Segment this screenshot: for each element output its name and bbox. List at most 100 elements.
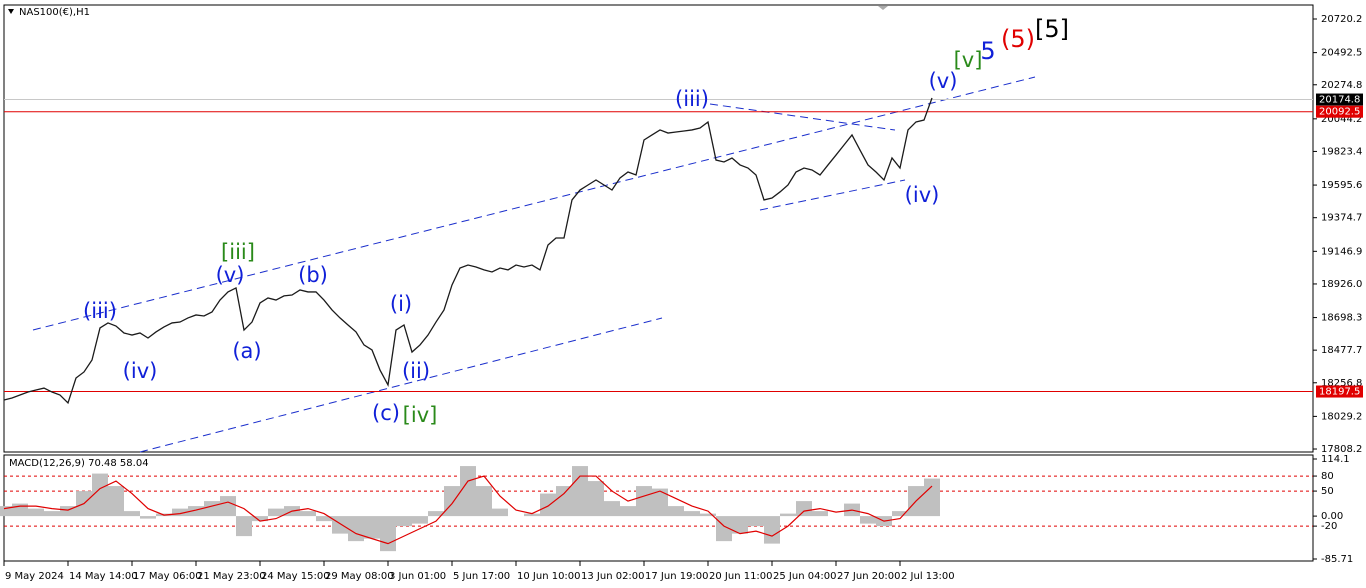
macd-bar <box>492 508 508 517</box>
macd-bar <box>588 481 604 517</box>
macd-bar <box>108 486 124 517</box>
y-tick-label: 18926.0 <box>1321 279 1362 290</box>
macd-bar <box>604 501 620 517</box>
macd-bar <box>348 516 364 542</box>
wave-label: (b) <box>298 263 328 287</box>
macd-bar <box>124 511 140 517</box>
macd-bar <box>316 516 332 522</box>
y-tick-label: 19374.7 <box>1321 213 1362 224</box>
macd-bar <box>796 501 812 517</box>
signal-line <box>3 475 933 545</box>
y-tick-label: 18477.7 <box>1321 345 1362 356</box>
macd-bar <box>476 486 492 517</box>
price-box <box>1316 105 1363 118</box>
y-tick-label: 19146.9 <box>1321 246 1362 257</box>
macd-bar <box>252 516 268 522</box>
y-tick-label: -85.71 <box>1321 554 1353 565</box>
macd-bar <box>892 511 908 517</box>
macd-bar <box>428 511 444 517</box>
macd-bar <box>524 513 540 517</box>
macd-bar <box>268 508 284 517</box>
wave-label: (c) <box>372 401 400 425</box>
macd-bar <box>812 511 828 517</box>
x-tick-label: 3 Jun 01:00 <box>389 571 446 582</box>
macd-bar <box>28 508 44 517</box>
x-tick-label: 21 May 23:00 <box>197 571 266 582</box>
macd-bar <box>748 516 764 527</box>
y-tick-label: 19595.6 <box>1321 180 1362 191</box>
macd-bar <box>396 516 412 527</box>
macd-bar <box>684 511 700 517</box>
wave-label: (iii) <box>675 87 709 111</box>
macd-bar <box>860 516 876 524</box>
y-tick-label: 114.1 <box>1321 454 1350 465</box>
x-tick-label: 25 Jun 04:00 <box>773 571 837 582</box>
x-tick-label: 13 Jun 02:00 <box>581 571 645 582</box>
wave-label: [5] <box>1035 15 1069 43</box>
macd-bar <box>332 516 348 534</box>
macd-bar <box>236 516 252 537</box>
y-tick-label: 20274.8 <box>1321 80 1362 91</box>
price-box <box>1316 385 1363 398</box>
macd-bar <box>668 506 684 517</box>
y-tick-label: 20492.5 <box>1321 48 1362 59</box>
x-tick-label: 14 May 14:00 <box>69 571 138 582</box>
trend-line <box>759 179 906 211</box>
price-box <box>1316 93 1363 106</box>
y-tick-label: 17808.2 <box>1321 444 1362 455</box>
macd-bar <box>364 516 380 539</box>
wave-label: (v) <box>929 69 958 93</box>
wave-label: (i) <box>390 292 412 316</box>
macd-bar <box>732 516 748 534</box>
macd-bar <box>380 516 396 552</box>
macd-bar <box>44 511 60 517</box>
price-box-label: 20174.8 <box>1319 95 1360 106</box>
menu-arrow <box>8 9 14 14</box>
scroll-marker <box>878 6 888 10</box>
y-tick-label: 20044.2 <box>1321 114 1362 125</box>
macd-title: MACD(12,26,9) 70.48 58.04 <box>9 458 149 469</box>
macd-bar <box>636 486 652 517</box>
price-panel <box>3 4 1314 453</box>
wave-label: (v) <box>216 263 245 287</box>
y-tick-label: 0.00 <box>1321 511 1343 522</box>
x-tick-label: 20 Jun 11:00 <box>709 571 773 582</box>
macd-bar <box>572 466 588 517</box>
x-tick-label: 27 Jun 20:00 <box>837 571 901 582</box>
price-box-label: 20092.5 <box>1319 107 1360 118</box>
y-tick-label: 18256.8 <box>1321 378 1362 389</box>
price-box-label: 18197.5 <box>1319 387 1360 398</box>
price-line <box>3 97 933 405</box>
y-tick-label: 50 <box>1321 486 1334 497</box>
y-tick-label: -20 <box>1321 521 1337 532</box>
macd-bar <box>764 516 780 544</box>
macd-bar <box>412 516 428 524</box>
macd-bar <box>12 503 28 517</box>
channel-lower <box>139 317 663 453</box>
wave-label: (5) <box>1001 25 1035 53</box>
y-tick-label: 80 <box>1321 471 1334 482</box>
x-tick-label: 17 Jun 19:00 <box>645 571 709 582</box>
trend-line <box>709 103 896 131</box>
macd-bar <box>220 496 236 517</box>
y-tick-label: 18029.2 <box>1321 411 1362 422</box>
chart-title: NAS100(€),H1 <box>19 7 90 18</box>
macd-bar <box>652 488 668 517</box>
y-tick-label: 19823.4 <box>1321 146 1362 157</box>
wave-label: 5 <box>980 37 995 65</box>
macd-bar <box>172 508 188 517</box>
wave-label: [iv] <box>403 403 438 427</box>
macd-bar <box>924 478 940 517</box>
x-tick-label: 9 May 2024 <box>5 571 64 582</box>
macd-bar <box>300 511 316 517</box>
macd-bar <box>556 486 572 517</box>
macd-bar <box>0 506 12 517</box>
macd-bar <box>140 516 156 519</box>
macd-bar <box>700 513 716 517</box>
wave-label: (ii) <box>402 359 430 383</box>
x-tick-label: 5 Jun 17:00 <box>453 571 510 582</box>
x-tick-label: 2 Jul 13:00 <box>901 571 955 582</box>
y-tick-label: 20720.2 <box>1321 14 1362 25</box>
macd-bar <box>204 501 220 517</box>
